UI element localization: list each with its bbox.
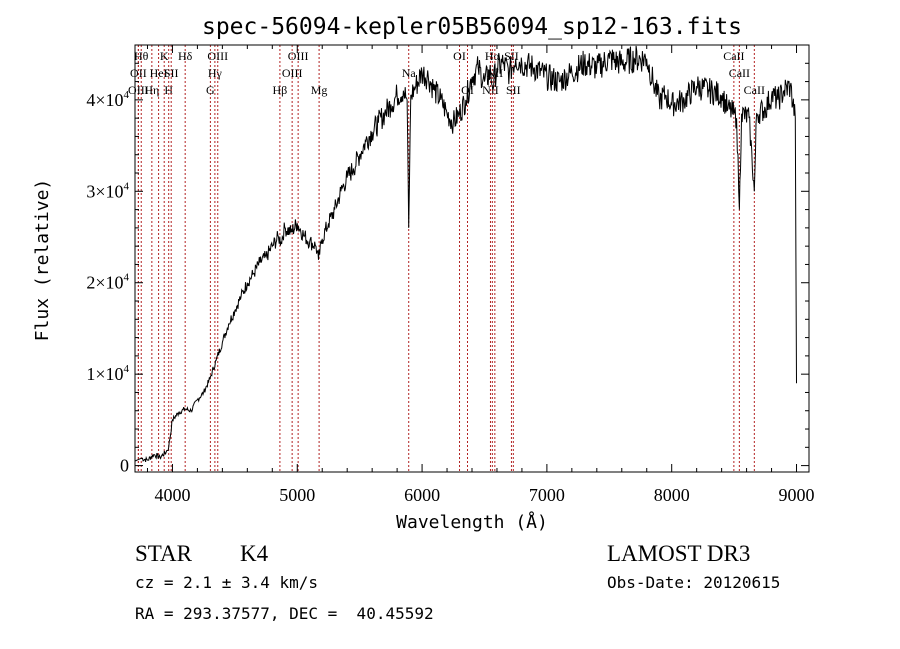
line-marker-label: Hδ [178,49,193,63]
line-marker-label: SII [164,66,179,80]
y-tick-label: 0 [120,456,129,476]
x-tick-label: 4000 [154,485,190,505]
line-marker-label: OIII [288,49,309,63]
x-tick-label: 9000 [779,485,815,505]
plot-frame [134,44,810,473]
y-tick-label: 1×104 [86,363,129,384]
line-marker-label: CaII [729,66,750,80]
chart-title: spec-56094-kepler05B56094_sp12-163.fits [202,14,742,40]
line-marker-label: Hθ [134,49,149,63]
line-marker-label: G [206,83,215,97]
redshift-cz: cz = 2.1 ± 3.4 km/s [135,573,318,592]
line-marker-label: NII [482,83,499,97]
x-tick-label: 8000 [654,485,690,505]
line-marker-label: OIII [282,66,303,80]
y-tick-mantissa: 0 [120,456,129,476]
line-marker-label: Hη [144,83,159,97]
spectrum-line [134,45,797,463]
x-tick-label: 6000 [404,485,440,505]
line-marker-label: OI [453,49,466,63]
line-marker-label: SII [504,49,519,63]
x-axis-ticks: 4000 5000 6000 7000 8000 9000 [146,45,815,505]
observation-date: Obs-Date: 20120615 [607,573,780,592]
object-subclass: K4 [240,541,269,566]
line-marker-label: SII [506,83,521,97]
x-axis-label: Wavelength (Å) [396,511,548,533]
line-marker-label: Hβ [273,83,288,97]
y-tick-mantissa: 2×10 [86,273,123,293]
y-tick-mantissa: 1×10 [86,364,123,384]
line-marker-label: Mg [311,83,328,97]
y-tick-exponent: 4 [124,89,130,101]
line-marker-label: Hγ [208,66,223,80]
object-class: STAR [135,541,193,566]
survey-name: LAMOST DR3 [607,541,750,566]
line-marker-label: Hα [485,49,501,63]
y-tick-label: 3×104 [86,180,129,201]
line-marker-label: HeI [150,66,168,80]
flux-series [134,45,797,463]
y-tick-mantissa: 3×10 [86,181,123,201]
line-marker-label: OIII [207,49,228,63]
y-tick-label: 4×104 [86,89,129,110]
line-marker-label: H [164,83,173,97]
y-axis-label: Flux (relative) [32,179,53,342]
y-tick-exponent: 4 [124,272,130,284]
x-tick-label: 7000 [529,485,565,505]
line-marker-label: Na [402,66,417,80]
line-marker-label: K [160,49,169,63]
line-marker-label: CaII [744,83,765,97]
ra-dec: RA = 293.37577, DEC = 40.45592 [135,604,434,623]
line-marker-label: CaII [723,49,744,63]
line-marker-label: OIII [128,83,149,97]
y-tick-mantissa: 4×10 [86,90,123,110]
y-tick-exponent: 4 [124,363,130,375]
x-tick-label: 5000 [279,485,315,505]
y-tick-label: 2×104 [86,272,129,293]
y-tick-exponent: 4 [124,180,130,192]
